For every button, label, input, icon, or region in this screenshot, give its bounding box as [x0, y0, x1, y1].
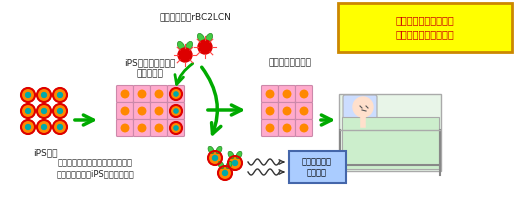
Circle shape [21, 88, 35, 102]
Circle shape [218, 166, 232, 180]
Circle shape [138, 124, 146, 132]
Text: 腫瘍化の危険性のない
安全な細胞治療に貢献: 腫瘍化の危険性のない 安全な細胞治療に貢献 [396, 15, 454, 39]
Circle shape [300, 90, 308, 98]
Circle shape [170, 122, 182, 134]
Ellipse shape [226, 161, 232, 169]
Circle shape [138, 107, 146, 115]
Circle shape [53, 88, 67, 102]
FancyBboxPatch shape [343, 95, 377, 119]
Circle shape [300, 107, 308, 115]
Circle shape [121, 124, 129, 132]
FancyBboxPatch shape [279, 103, 295, 119]
FancyBboxPatch shape [150, 86, 167, 103]
FancyBboxPatch shape [342, 117, 439, 169]
Circle shape [121, 90, 129, 98]
FancyBboxPatch shape [295, 119, 313, 136]
Circle shape [42, 93, 46, 97]
Text: 蛍光標識したrBC2LCN: 蛍光標識したrBC2LCN [159, 12, 231, 21]
Text: iPS細胞が残存した
移植用細胞: iPS細胞が残存した 移植用細胞 [124, 58, 176, 79]
FancyBboxPatch shape [116, 103, 134, 119]
FancyBboxPatch shape [338, 3, 512, 52]
Circle shape [53, 104, 67, 118]
Circle shape [25, 93, 31, 97]
FancyBboxPatch shape [167, 119, 185, 136]
Circle shape [353, 97, 373, 117]
FancyBboxPatch shape [150, 103, 167, 119]
FancyBboxPatch shape [339, 94, 441, 171]
Circle shape [37, 104, 51, 118]
Circle shape [174, 109, 178, 113]
Circle shape [283, 107, 291, 115]
Text: iPS細胞: iPS細胞 [33, 148, 57, 157]
Circle shape [266, 124, 274, 132]
FancyBboxPatch shape [289, 151, 346, 183]
FancyBboxPatch shape [134, 86, 150, 103]
Circle shape [172, 107, 180, 115]
FancyBboxPatch shape [262, 119, 279, 136]
Circle shape [283, 90, 291, 98]
Circle shape [174, 126, 178, 130]
FancyBboxPatch shape [150, 119, 167, 136]
Circle shape [208, 151, 222, 165]
Circle shape [21, 120, 35, 134]
FancyBboxPatch shape [167, 103, 185, 119]
Ellipse shape [236, 151, 242, 159]
Circle shape [42, 108, 46, 114]
Circle shape [170, 105, 182, 117]
Circle shape [174, 92, 178, 96]
Ellipse shape [186, 41, 192, 51]
Circle shape [228, 156, 242, 170]
FancyBboxPatch shape [295, 103, 313, 119]
FancyBboxPatch shape [262, 103, 279, 119]
Circle shape [283, 124, 291, 132]
Circle shape [300, 124, 308, 132]
Circle shape [213, 156, 217, 161]
FancyBboxPatch shape [116, 86, 134, 103]
Circle shape [37, 120, 51, 134]
FancyArrowPatch shape [202, 67, 221, 134]
FancyBboxPatch shape [116, 119, 134, 136]
Text: 蛍光を検出して移植用細胞から、
腫瘍形成細胞（iPS細胞）を除去: 蛍光を検出して移植用細胞から、 腫瘍形成細胞（iPS細胞）を除去 [56, 158, 134, 179]
FancyBboxPatch shape [295, 86, 313, 103]
Circle shape [42, 125, 46, 129]
Circle shape [37, 88, 51, 102]
Ellipse shape [205, 33, 213, 43]
Text: フローサイト
メーター: フローサイト メーター [302, 157, 332, 177]
Circle shape [170, 88, 182, 100]
Ellipse shape [228, 151, 234, 159]
Circle shape [58, 125, 62, 129]
Circle shape [155, 107, 163, 115]
Circle shape [155, 124, 163, 132]
FancyBboxPatch shape [167, 86, 185, 103]
Ellipse shape [218, 161, 224, 169]
Ellipse shape [198, 33, 204, 43]
Circle shape [223, 170, 228, 176]
Circle shape [178, 48, 192, 62]
Circle shape [25, 125, 31, 129]
Text: 純粋な移植用細胞: 純粋な移植用細胞 [268, 58, 311, 67]
Circle shape [21, 104, 35, 118]
FancyBboxPatch shape [134, 119, 150, 136]
Ellipse shape [177, 41, 185, 51]
Circle shape [172, 90, 180, 98]
Circle shape [58, 108, 62, 114]
Circle shape [266, 90, 274, 98]
Circle shape [121, 107, 129, 115]
Ellipse shape [216, 146, 222, 154]
Circle shape [155, 90, 163, 98]
Circle shape [232, 161, 238, 165]
FancyBboxPatch shape [279, 86, 295, 103]
Circle shape [25, 108, 31, 114]
FancyBboxPatch shape [262, 86, 279, 103]
FancyBboxPatch shape [134, 103, 150, 119]
Ellipse shape [208, 146, 214, 154]
FancyArrowPatch shape [175, 64, 193, 84]
FancyBboxPatch shape [279, 119, 295, 136]
Circle shape [53, 120, 67, 134]
Circle shape [198, 40, 212, 54]
Circle shape [266, 107, 274, 115]
Circle shape [58, 93, 62, 97]
Circle shape [172, 124, 180, 132]
Circle shape [138, 90, 146, 98]
